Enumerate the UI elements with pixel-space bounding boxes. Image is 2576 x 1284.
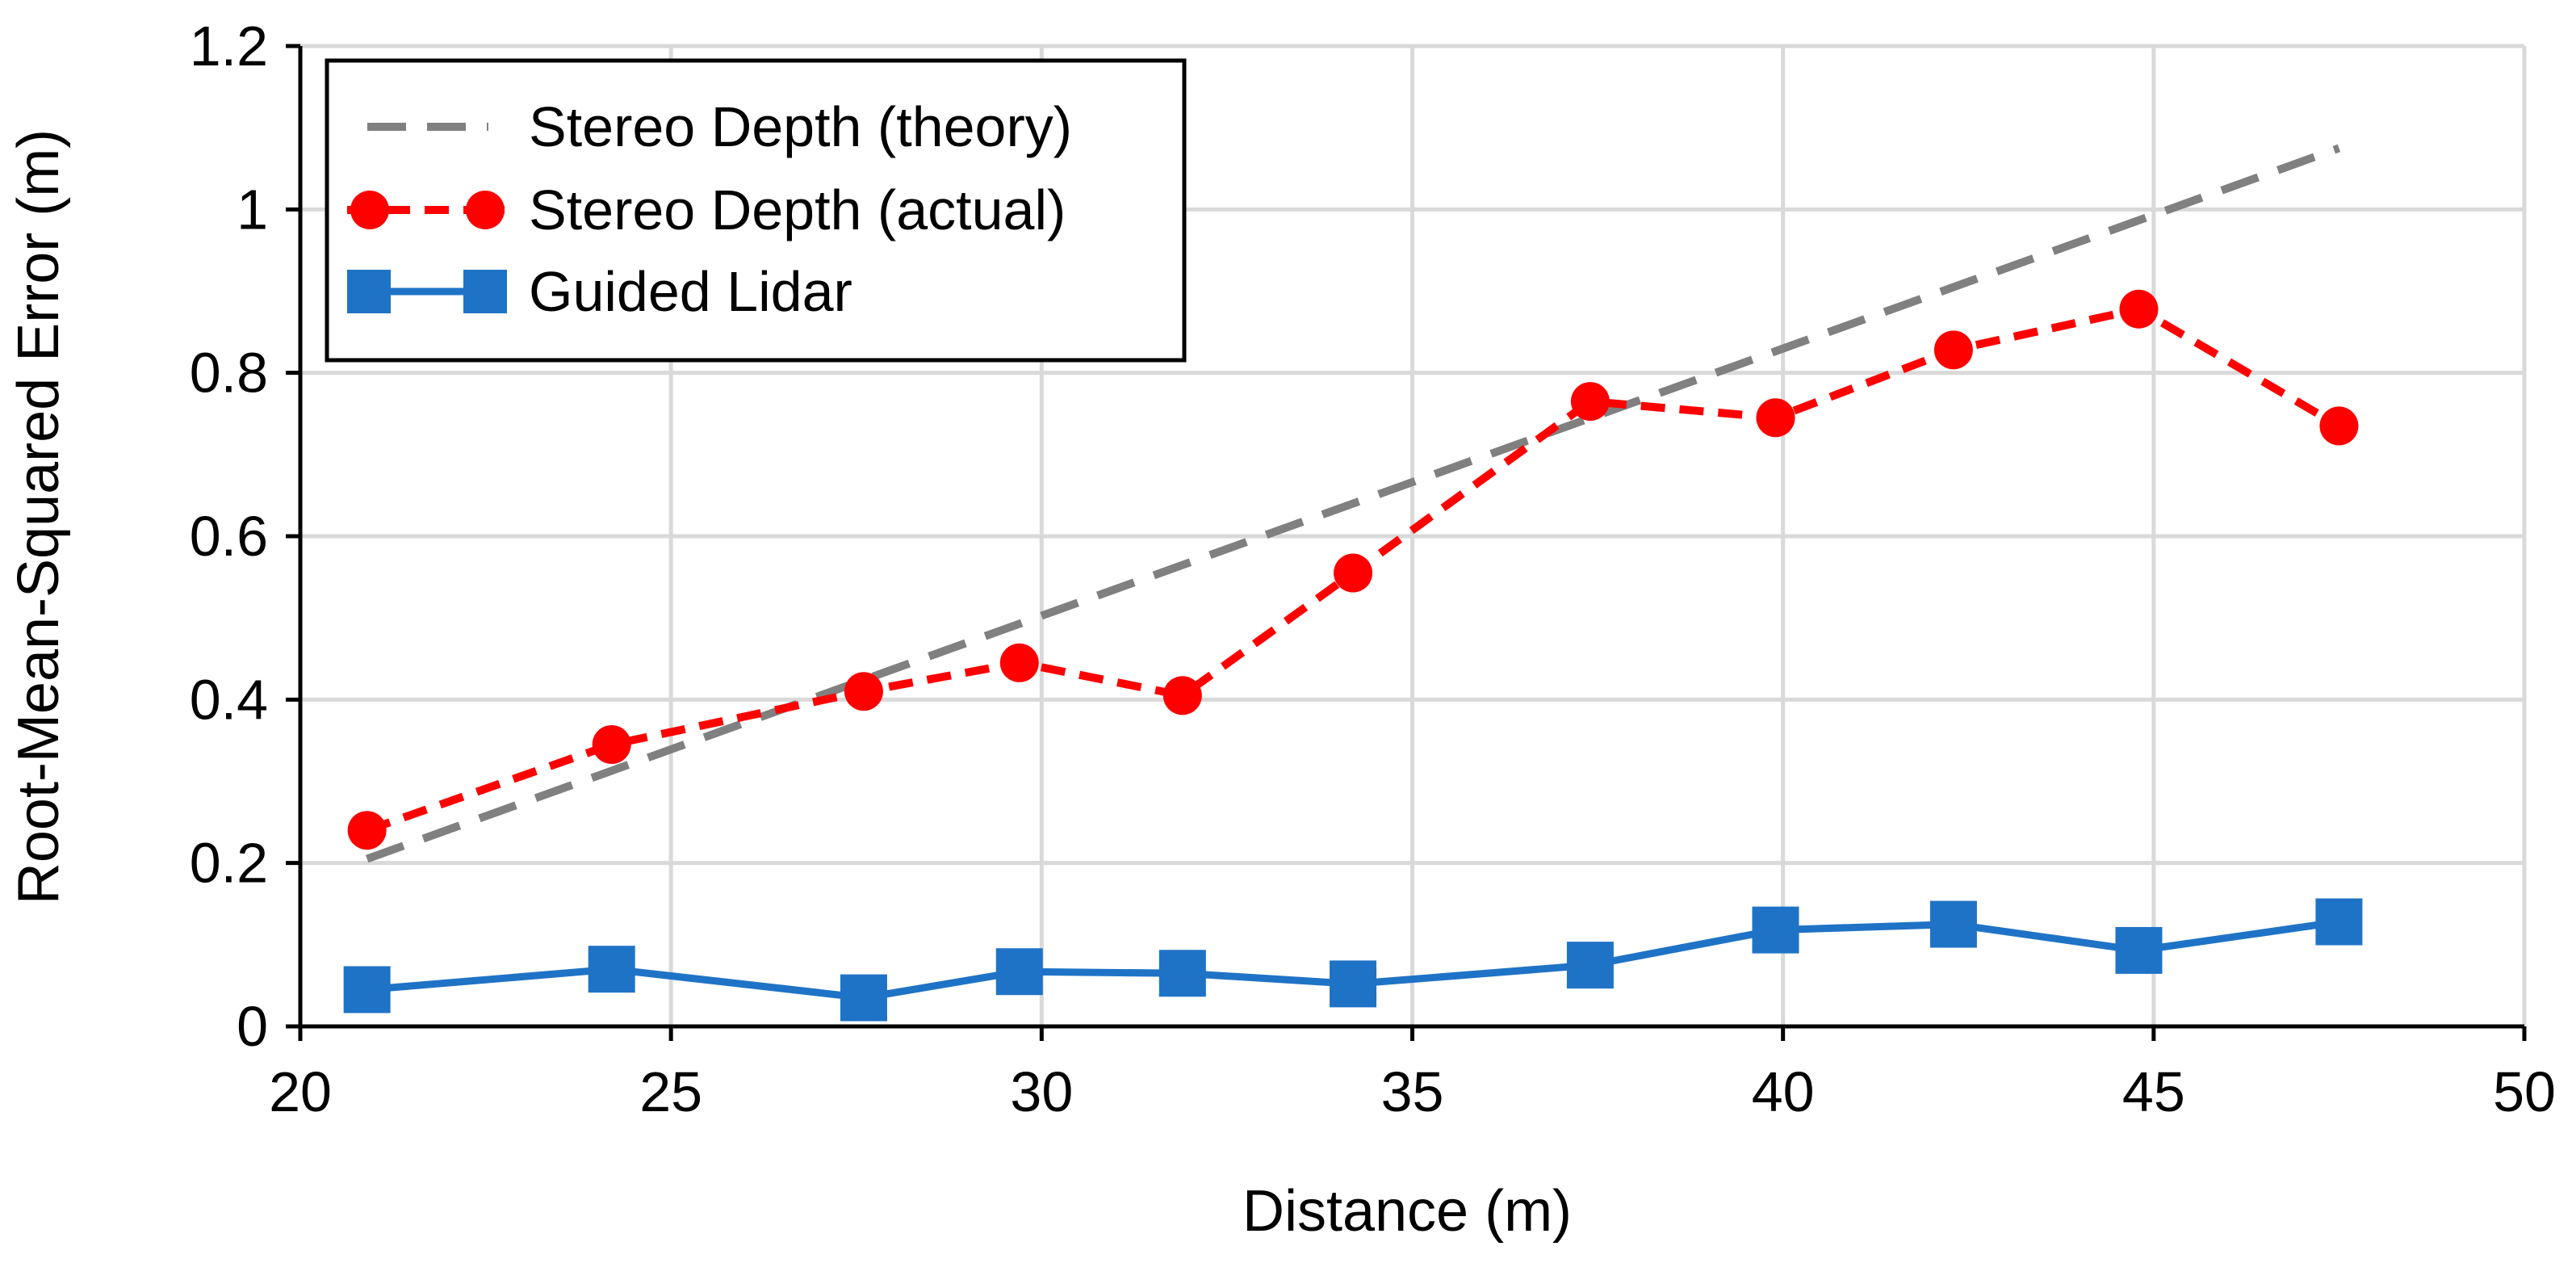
x-tick-label: 30 (1010, 1060, 1073, 1123)
series-stereo-depth-actual (347, 289, 2359, 850)
data-point-square (840, 974, 887, 1022)
legend-items: Stereo Depth (theory) Stereo Depth (actua… (347, 95, 1072, 323)
data-point-circle (2119, 289, 2159, 329)
series-layer (343, 144, 2363, 1022)
data-point-square (2115, 926, 2163, 974)
data-point-circle (2319, 406, 2359, 446)
data-point-square (1752, 906, 1799, 954)
x-tick-label: 25 (639, 1060, 702, 1123)
x-tick-label: 20 (269, 1060, 332, 1123)
y-tick-label: 1 (237, 178, 268, 241)
data-point-circle (1334, 553, 1373, 593)
x-tick-label: 40 (1752, 1060, 1815, 1123)
data-point-square (588, 946, 635, 993)
x-tick-label: 50 (2493, 1060, 2556, 1123)
legend-item: Stereo Depth (theory) (367, 95, 1072, 158)
data-point-circle (999, 643, 1039, 682)
legend-item: Guided Lidar (347, 260, 852, 323)
data-point-circle (1570, 382, 1610, 422)
legend-marker-square (463, 270, 507, 313)
data-point-square (343, 966, 391, 1013)
y-tick-label: 0.6 (190, 505, 268, 568)
data-point-square (2315, 898, 2363, 946)
legend-label: Stereo Depth (theory) (529, 95, 1072, 158)
x-axis-title: Distance (m) (1242, 1179, 1572, 1244)
data-point-square (995, 948, 1043, 996)
legend-marker-circle (350, 191, 389, 229)
legend-marker-square (347, 270, 391, 313)
axes (286, 44, 2527, 1041)
legend: Stereo Depth (theory) Stereo Depth (actua… (325, 58, 1187, 363)
data-point-square (1566, 942, 1614, 989)
series-line (365, 144, 2341, 863)
data-point-circle (844, 672, 883, 711)
series-stereo-depth-theory (365, 144, 2341, 863)
data-point-square (1158, 950, 1206, 997)
data-point-circle (1756, 398, 1795, 438)
data-point-circle (1933, 330, 1973, 370)
legend-label: Stereo Depth (actual) (529, 178, 1066, 241)
x-tick-label: 35 (1381, 1060, 1444, 1123)
y-tick-label: 0.8 (190, 342, 268, 405)
data-point-circle (592, 724, 631, 764)
data-point-circle (1162, 676, 1202, 715)
legend-marker-circle (466, 191, 505, 229)
legend-label: Guided Lidar (529, 260, 852, 323)
y-tick-label: 0.4 (190, 668, 268, 731)
legend-item: Stereo Depth (actual) (347, 178, 1066, 241)
y-tick-label: 0.2 (190, 832, 268, 895)
data-point-circle (347, 811, 387, 850)
data-point-square (1330, 960, 1377, 1008)
y-tick-label: 0 (237, 995, 268, 1058)
x-tick-label: 45 (2122, 1060, 2185, 1123)
y-tick-label: 1.2 (190, 15, 268, 78)
series-guided-lidar (343, 898, 2363, 1022)
data-point-square (1929, 900, 1977, 948)
y-axis-title: Root-Mean-Squared Error (m) (6, 129, 71, 904)
tick-labels: 0 0.2 0.4 0.6 0.8 1 1.2 20 25 30 35 40 45 50 (190, 15, 2556, 1123)
